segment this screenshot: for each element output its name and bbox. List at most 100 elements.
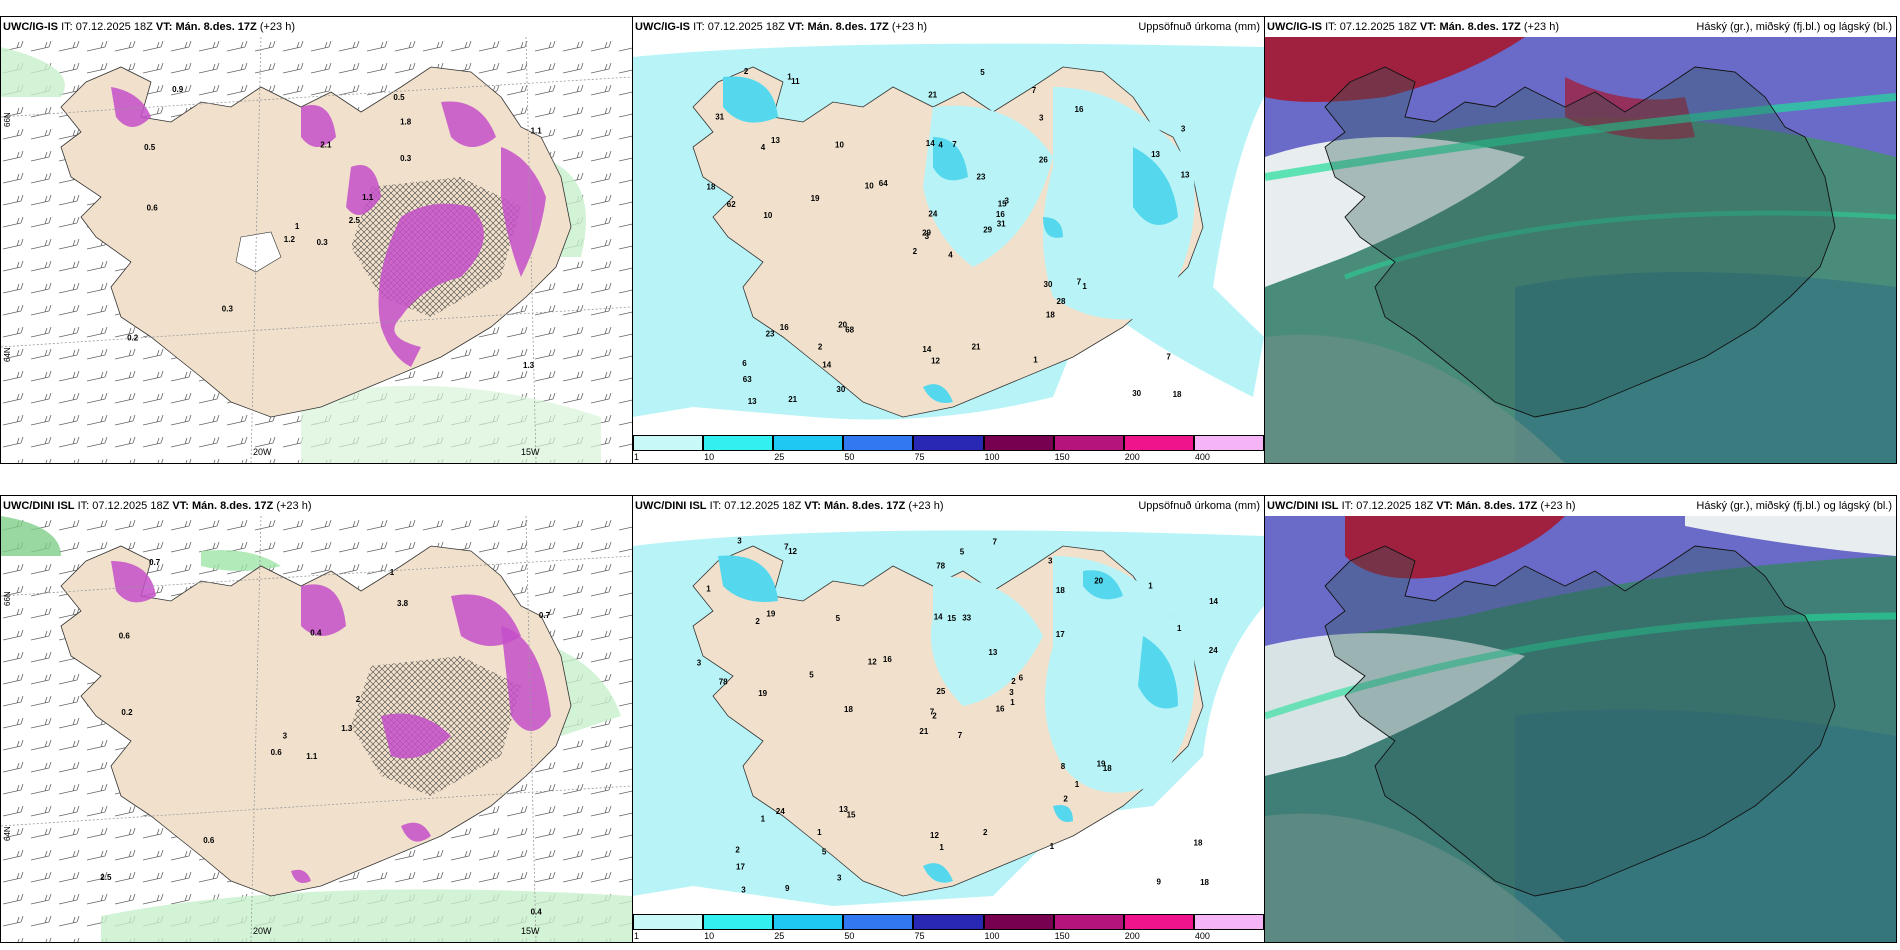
cloud-map <box>1265 37 1896 463</box>
value-label: 64 <box>879 179 888 188</box>
lat-label: 64N <box>3 826 12 841</box>
value-label: 0.5 <box>144 143 156 152</box>
value-label: 2 <box>755 617 760 626</box>
value-label: 3 <box>283 731 288 740</box>
value-label: 2 <box>735 845 740 854</box>
value-label: 5 <box>960 548 965 557</box>
panel-cloud-row2: UWC/DINI ISL IT: 07.12.2025 18Z VT: Mán.… <box>1264 495 1897 943</box>
value-label: 1.1 <box>531 127 543 136</box>
legend-tick: 75 <box>914 931 925 941</box>
value-label: 7 <box>958 731 963 740</box>
value-label: 14 <box>822 361 831 370</box>
value-label: 12 <box>930 831 939 840</box>
legend-swatch <box>633 914 704 930</box>
value-label: 2 <box>744 67 749 76</box>
wind-snow-map: 1.10.632.520.610.43.81.30.70.40.20.70.6 <box>1 516 632 942</box>
value-label: 0.4 <box>531 908 543 917</box>
panel-header: UWC/IG-IS IT: 07.12.2025 18Z VT: Mán. 8.… <box>635 21 927 33</box>
value-label: 1.8 <box>400 117 412 126</box>
cloud-title: Háský (gr.), miðský (fj.bl.) og lágský (… <box>1696 500 1892 512</box>
value-label: 0.9 <box>172 85 184 94</box>
value-label: 18 <box>1046 311 1055 320</box>
legend-swatch <box>633 435 704 451</box>
value-label: 30 <box>1132 389 1141 398</box>
value-label: 63 <box>743 375 752 384</box>
value-label: 1.3 <box>341 724 353 733</box>
value-label: 3 <box>741 886 746 895</box>
value-label: 13 <box>748 397 757 406</box>
value-label: 13 <box>771 136 780 145</box>
precip-legend: 1 10 25 50 75 100 150 200 400 <box>633 435 1264 463</box>
panel-header: UWC/DINI ISL IT: 07.12.2025 18Z VT: Mán.… <box>3 500 312 512</box>
lon-label: 15W <box>521 926 540 936</box>
value-label: 12 <box>868 658 877 667</box>
value-label: 23 <box>766 330 775 339</box>
legend-swatch <box>703 914 774 930</box>
value-label: 3 <box>1048 557 1053 566</box>
iceland-land <box>60 66 572 418</box>
value-label: 0.3 <box>222 304 234 313</box>
wind-snow-map: 0.3 0.5 1 0.2 1.1 0.3 0.5 2.1 1.8 2.5 0.9 1.3 0.6 1.1… <box>1 37 632 463</box>
value-label: 31 <box>715 113 724 122</box>
legend-tick: 200 <box>1124 931 1140 941</box>
value-label: 24 <box>928 209 937 218</box>
legend-tick: 1 <box>634 931 640 941</box>
cloud-title: Háský (gr.), miðský (fj.bl.) og lágský (… <box>1696 21 1892 33</box>
value-label: 0.5 <box>393 93 405 102</box>
value-label: 29 <box>983 226 992 235</box>
panel-header: UWC/DINI ISL IT: 07.12.2025 18Z VT: Mán.… <box>635 500 944 512</box>
value-label: 1 <box>706 585 711 594</box>
value-label: 0.3 <box>400 154 412 163</box>
value-label: 3 <box>1039 114 1044 123</box>
value-label: 18 <box>1200 878 1209 887</box>
value-label: 0.4 <box>310 628 322 637</box>
panel-precip-row2: UWC/DINI ISL IT: 07.12.2025 18Z VT: Mán.… <box>632 495 1265 943</box>
value-label: 1 <box>295 222 300 231</box>
legend-swatch <box>1193 914 1264 930</box>
legend-tick: 400 <box>1194 931 1210 941</box>
lon-label: 20W <box>253 926 272 936</box>
value-label: 3 <box>837 873 842 882</box>
value-label: 17 <box>736 862 745 871</box>
legend-swatch <box>1123 435 1194 451</box>
value-label: 11 <box>791 77 800 86</box>
value-label: 21 <box>919 727 928 736</box>
value-label: 1 <box>1050 842 1055 851</box>
legend-swatch <box>773 914 844 930</box>
value-label: 1 <box>1075 780 1080 789</box>
panel-header: UWC/IG-IS IT: 07.12.2025 18Z VT: Mán. 8.… <box>3 21 295 33</box>
value-label: 1 <box>761 815 766 824</box>
value-label: 2 <box>1011 677 1016 686</box>
value-label: 19 <box>811 194 820 203</box>
value-label: 2 <box>356 695 361 704</box>
legend-tick: 150 <box>1054 452 1070 462</box>
precip-title: Uppsöfnuð úrkoma (mm) <box>1138 21 1260 33</box>
cloud-map <box>1265 516 1896 942</box>
lon-label: 20W <box>253 447 272 457</box>
value-label: 7 <box>952 140 957 149</box>
value-label: 31 <box>997 220 1006 229</box>
value-label: 17 <box>1056 630 1065 639</box>
precip-map: 7222215333181612181914211791413241617515… <box>633 516 1264 912</box>
legend-tick: 150 <box>1054 931 1070 941</box>
value-label: 14 <box>1209 597 1218 606</box>
legend-swatch <box>913 914 984 930</box>
value-label: 1 <box>390 568 395 577</box>
value-label: 3.8 <box>397 599 409 608</box>
value-label: 16 <box>996 704 1005 713</box>
legend-swatch <box>983 914 1054 930</box>
value-label: 3 <box>737 537 742 546</box>
value-label: 10 <box>865 182 874 191</box>
value-label: 18 <box>707 182 716 191</box>
value-label: 2 <box>1063 794 1068 803</box>
value-label: 2 <box>932 711 937 720</box>
value-label: 0.3 <box>317 238 329 247</box>
value-label: 2.5 <box>349 216 361 225</box>
value-label: 13 <box>1151 150 1160 159</box>
value-label: 18 <box>1173 390 1182 399</box>
precip-map: 4436156877329111810322621142316646314431… <box>633 37 1264 433</box>
legend-swatch <box>983 435 1054 451</box>
lon-label: 15W <box>521 447 540 457</box>
legend-tick: 200 <box>1124 452 1140 462</box>
value-label: 21 <box>788 395 797 404</box>
